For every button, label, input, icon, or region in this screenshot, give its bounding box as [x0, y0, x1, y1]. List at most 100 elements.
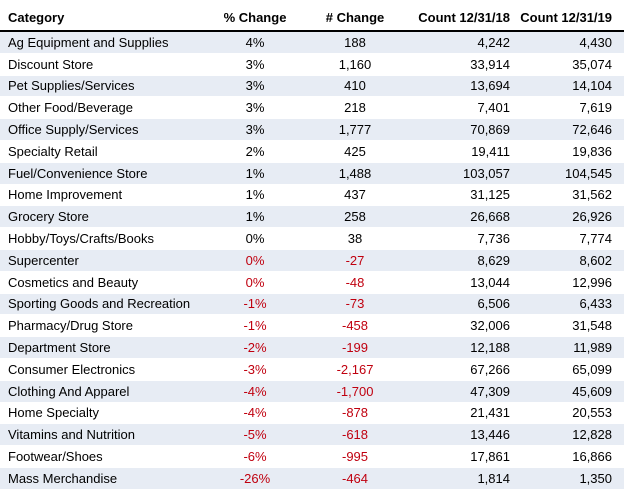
table-row: Other Food/Beverage 3% 218 7,401 7,619	[0, 96, 624, 120]
cell-pct-change: 0%	[210, 227, 300, 250]
cell-category: Fuel/Convenience Store	[0, 162, 210, 185]
cell-count-2018: 47,309	[410, 380, 520, 403]
cell-num-change: -458	[300, 314, 410, 338]
cell-count-2019: 12,828	[520, 423, 624, 447]
cell-count-2019: 19,836	[520, 140, 624, 163]
cell-num-change: 258	[300, 205, 410, 229]
cell-num-change: 188	[300, 31, 410, 54]
category-change-table: Category % Change # Change Count 12/31/1…	[0, 4, 624, 490]
table-row: Supercenter 0% -27 8,629 8,602	[0, 249, 624, 272]
cell-pct-change: 3%	[210, 75, 300, 98]
cell-num-change: -464	[300, 467, 410, 490]
cell-num-change: 38	[300, 227, 410, 250]
table-row: Clothing And Apparel -4% -1,700 47,309 45,60…	[0, 380, 624, 403]
cell-pct-change: -26%	[210, 467, 300, 490]
table-row: Cosmetics and Beauty 0% -48 13,044 12,996	[0, 271, 624, 294]
table-row: Specialty Retail 2% 425 19,411 19,836	[0, 140, 624, 163]
table-row: Discount Store 3% 1,160 33,914 35,074	[0, 53, 624, 76]
header-category: Category	[0, 4, 210, 32]
cell-num-change: 425	[300, 140, 410, 163]
cell-pct-change: -5%	[210, 423, 300, 447]
cell-num-change: -1,700	[300, 380, 410, 403]
cell-count-2018: 70,869	[410, 118, 520, 141]
cell-pct-change: 0%	[210, 249, 300, 272]
cell-category: Office Supply/Services	[0, 118, 210, 141]
table-row: Fuel/Convenience Store 1% 1,488 103,057 104,…	[0, 162, 624, 185]
cell-num-change: -73	[300, 293, 410, 316]
cell-num-change: -27	[300, 249, 410, 272]
cell-count-2018: 4,242	[410, 31, 520, 54]
cell-count-2019: 35,074	[520, 53, 624, 76]
cell-num-change: 437	[300, 184, 410, 207]
header-count-2019: Count 12/31/19	[520, 4, 624, 32]
header-row: Category % Change # Change Count 12/31/1…	[0, 4, 624, 32]
cell-count-2018: 19,411	[410, 140, 520, 163]
cell-count-2019: 26,926	[520, 205, 624, 229]
cell-category: Clothing And Apparel	[0, 380, 210, 403]
cell-count-2018: 7,736	[410, 227, 520, 250]
table-row: Ag Equipment and Supplies 4% 188 4,242 4,430	[0, 31, 624, 54]
cell-num-change: -48	[300, 271, 410, 294]
cell-category: Department Store	[0, 336, 210, 359]
cell-count-2018: 17,861	[410, 445, 520, 468]
table-row: Mass Merchandise -26% -464 1,814 1,350	[0, 467, 624, 490]
cell-category: Pharmacy/Drug Store	[0, 314, 210, 338]
header-count-2018: Count 12/31/18	[410, 4, 520, 32]
cell-count-2019: 1,350	[520, 467, 624, 490]
table-row: Pharmacy/Drug Store -1% -458 32,006 31,548	[0, 314, 624, 338]
cell-count-2018: 1,814	[410, 467, 520, 490]
cell-pct-change: -2%	[210, 336, 300, 359]
cell-count-2018: 33,914	[410, 53, 520, 76]
cell-count-2019: 4,430	[520, 31, 624, 54]
cell-count-2019: 65,099	[520, 358, 624, 381]
cell-pct-change: 4%	[210, 31, 300, 54]
cell-pct-change: -1%	[210, 314, 300, 338]
cell-count-2019: 72,646	[520, 118, 624, 141]
cell-count-2018: 13,694	[410, 75, 520, 98]
cell-category: Discount Store	[0, 53, 210, 76]
cell-count-2019: 6,433	[520, 293, 624, 316]
cell-category: Sporting Goods and Recreation	[0, 293, 210, 316]
cell-category: Home Improvement	[0, 184, 210, 207]
table-row: Vitamins and Nutrition -5% -618 13,446 12,82…	[0, 423, 624, 447]
cell-pct-change: 0%	[210, 271, 300, 294]
cell-num-change: 1,160	[300, 53, 410, 76]
cell-pct-change: 1%	[210, 205, 300, 229]
cell-count-2018: 32,006	[410, 314, 520, 338]
cell-count-2018: 13,044	[410, 271, 520, 294]
cell-category: Consumer Electronics	[0, 358, 210, 381]
cell-num-change: -2,167	[300, 358, 410, 381]
cell-category: Grocery Store	[0, 205, 210, 229]
cell-count-2018: 103,057	[410, 162, 520, 185]
cell-count-2019: 20,553	[520, 402, 624, 425]
cell-count-2019: 7,619	[520, 96, 624, 120]
table-row: Pet Supplies/Services 3% 410 13,694 14,104	[0, 75, 624, 98]
cell-pct-change: 1%	[210, 162, 300, 185]
cell-category: Home Specialty	[0, 402, 210, 425]
cell-num-change: 218	[300, 96, 410, 120]
cell-num-change: -618	[300, 423, 410, 447]
cell-count-2018: 31,125	[410, 184, 520, 207]
cell-count-2019: 16,866	[520, 445, 624, 468]
cell-category: Footwear/Shoes	[0, 445, 210, 468]
cell-pct-change: -6%	[210, 445, 300, 468]
table-body: Ag Equipment and Supplies 4% 188 4,242 4,430…	[0, 31, 624, 490]
cell-num-change: -878	[300, 402, 410, 425]
cell-count-2018: 6,506	[410, 293, 520, 316]
cell-count-2019: 31,562	[520, 184, 624, 207]
cell-category: Ag Equipment and Supplies	[0, 31, 210, 54]
table-row: Department Store -2% -199 12,188 11,989	[0, 336, 624, 359]
cell-pct-change: 3%	[210, 118, 300, 141]
cell-count-2019: 104,545	[520, 162, 624, 185]
cell-pct-change: -4%	[210, 380, 300, 403]
table-row: Home Improvement 1% 437 31,125 31,562	[0, 184, 624, 207]
table-header: Category % Change # Change Count 12/31/1…	[0, 4, 624, 32]
cell-count-2019: 31,548	[520, 314, 624, 338]
cell-category: Hobby/Toys/Crafts/Books	[0, 227, 210, 250]
cell-pct-change: 3%	[210, 53, 300, 76]
cell-num-change: -995	[300, 445, 410, 468]
cell-pct-change: -3%	[210, 358, 300, 381]
cell-num-change: 410	[300, 75, 410, 98]
cell-count-2018: 13,446	[410, 423, 520, 447]
